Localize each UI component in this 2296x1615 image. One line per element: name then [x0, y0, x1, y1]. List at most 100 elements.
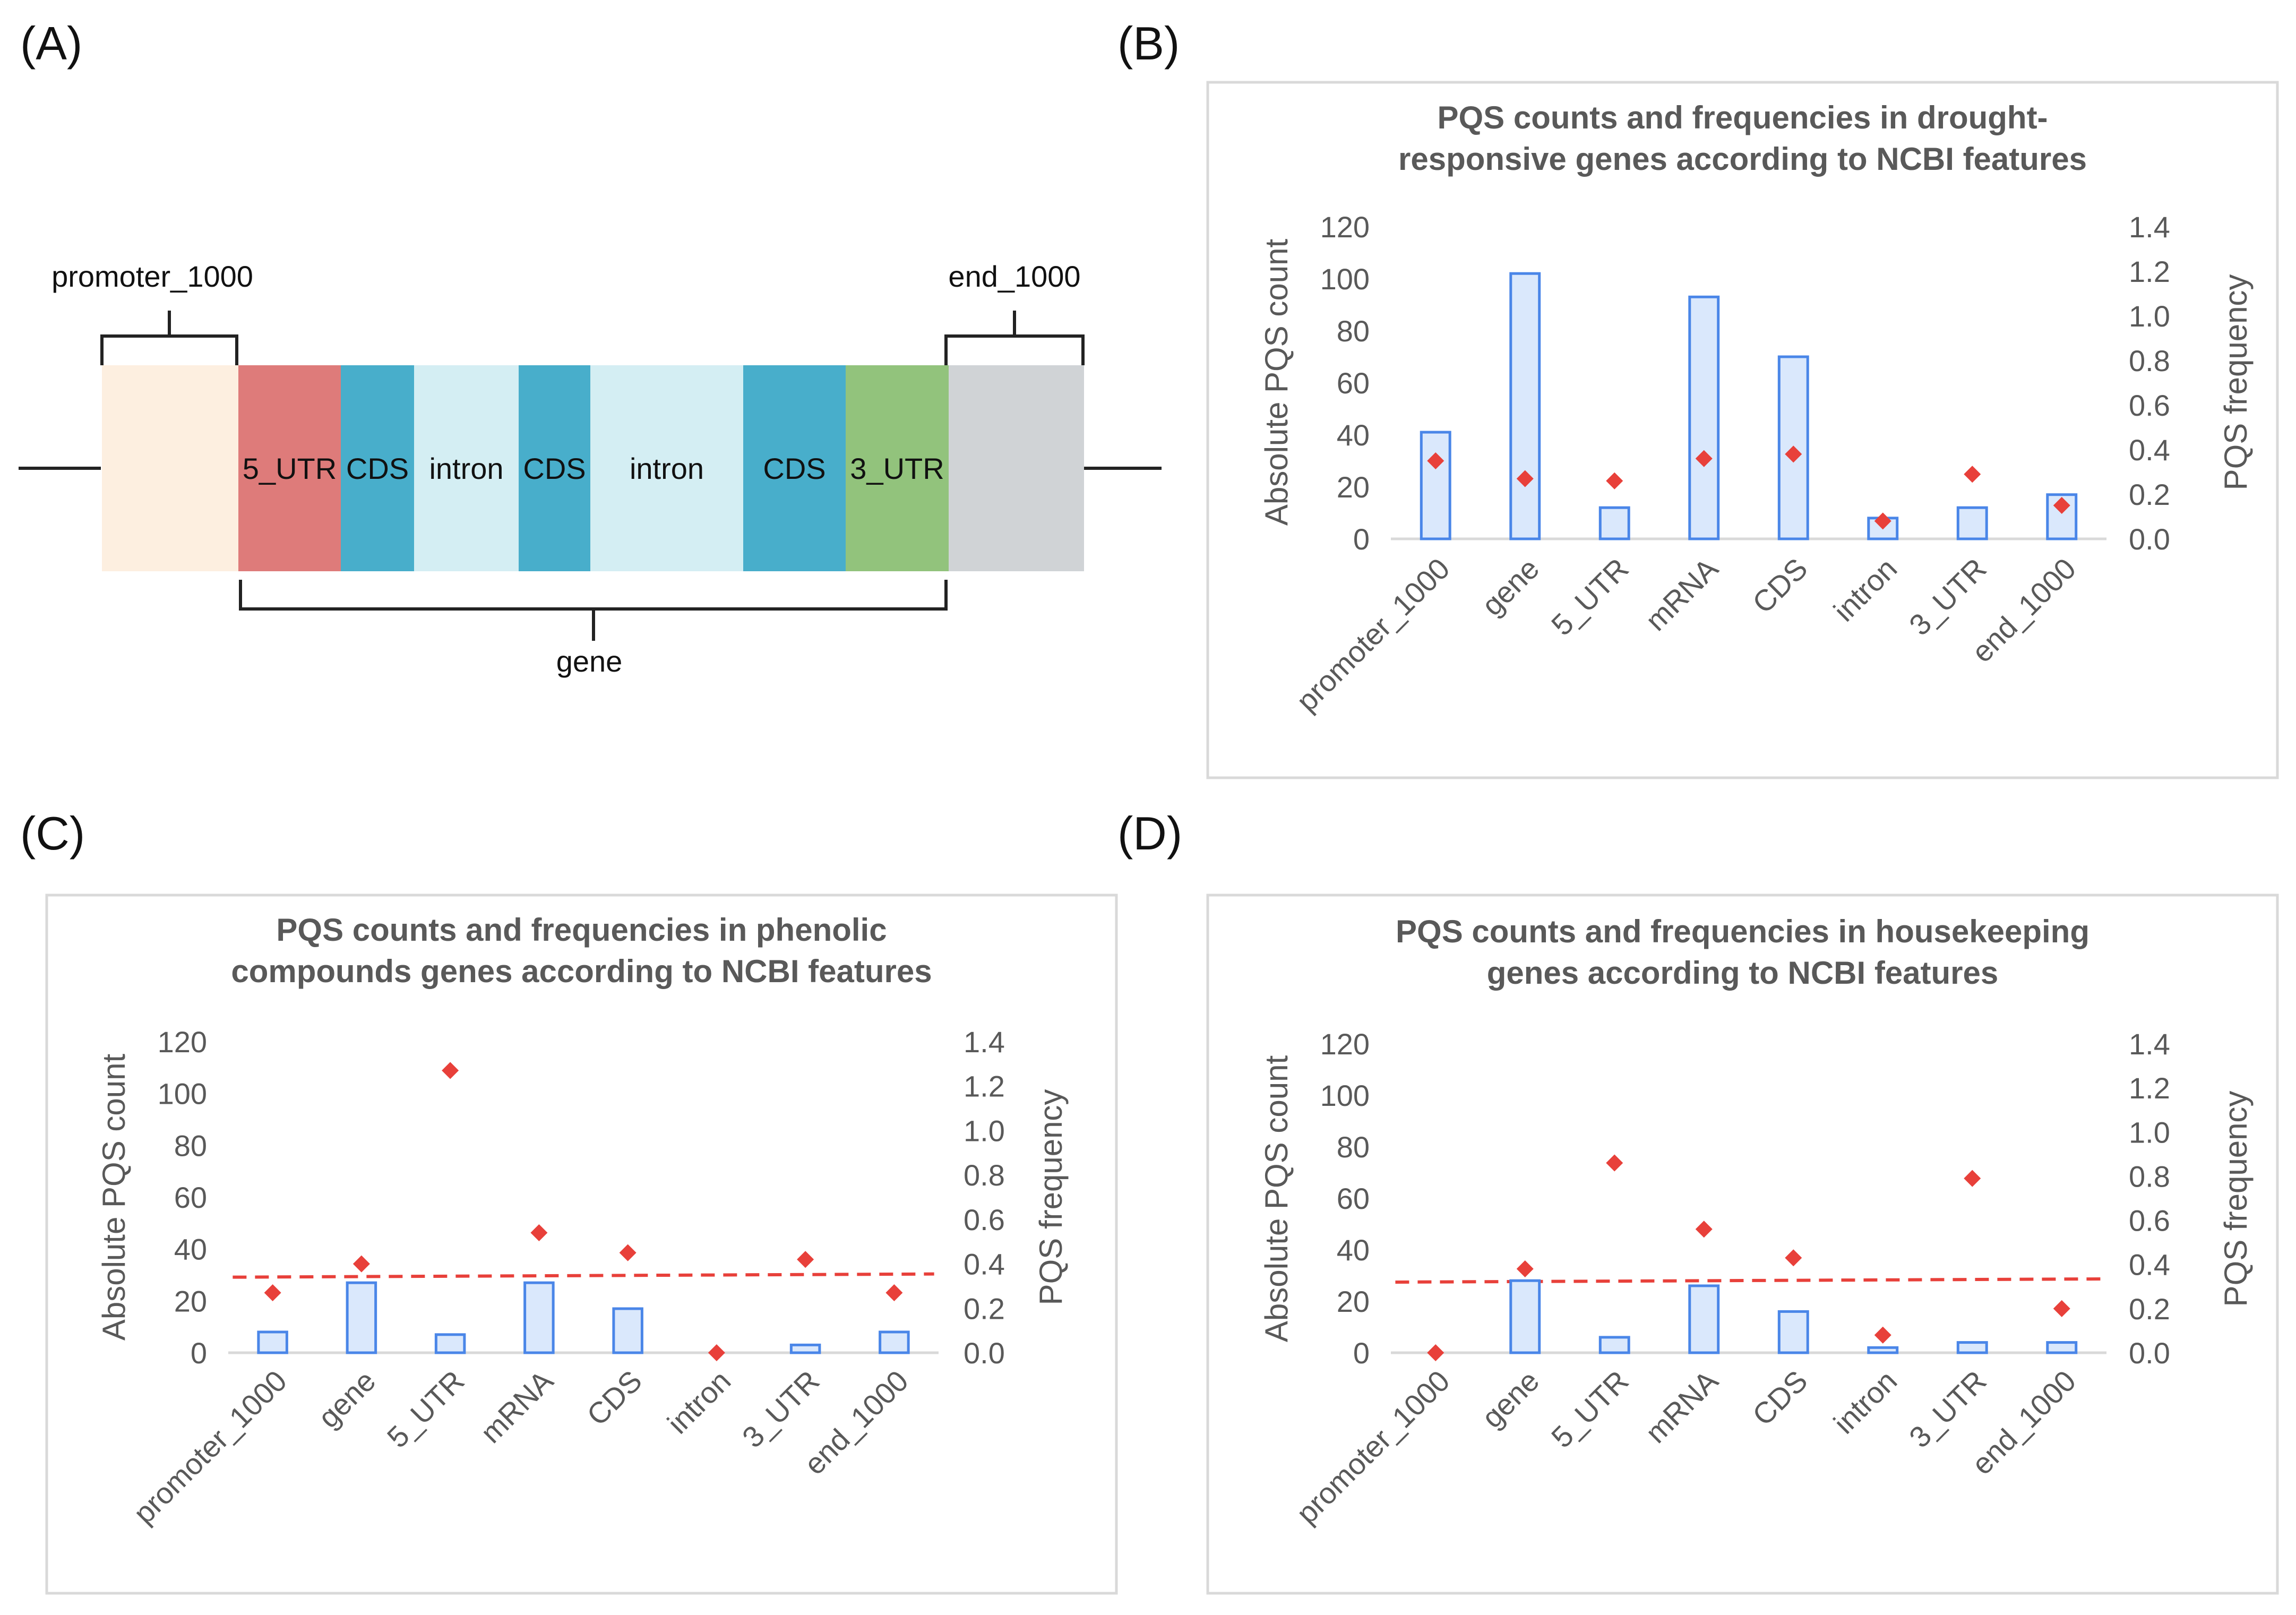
segment-3 — [414, 365, 519, 571]
y-tick-label: 80 — [1337, 1130, 1370, 1164]
y-axis-title: Absolute PQS count — [1259, 239, 1294, 526]
y-tick-label: 40 — [1337, 418, 1370, 452]
marker-gene — [1516, 1260, 1534, 1278]
y2-tick-label: 0.2 — [2129, 1292, 2170, 1326]
y-tick-label: 120 — [158, 1025, 207, 1059]
y2-tick-label: 0.0 — [2129, 1336, 2170, 1370]
y-tick-label: 100 — [158, 1077, 207, 1111]
marker-3_UTR — [1964, 1170, 1981, 1187]
y2-tick-label: 1.4 — [2129, 210, 2170, 244]
y2-axis-title: PQS frequency — [1033, 1089, 1069, 1305]
y2-tick-label: 0.6 — [2129, 1204, 2170, 1238]
y2-tick-label: 0.2 — [2129, 478, 2170, 511]
chart-title-line-0: PQS counts and frequencies in drought- — [1437, 100, 2048, 135]
y-tick-label: 80 — [174, 1129, 207, 1162]
y2-tick-label: 0.8 — [2129, 1159, 2170, 1193]
gene-label: gene — [556, 645, 623, 678]
segment-2 — [341, 365, 414, 571]
marker-3_UTR — [1964, 466, 1981, 483]
diagram-segments: 5_UTR CDS intron CDS intron CDS 3_UTR — [102, 365, 1084, 571]
y2-tick-label: 0.6 — [964, 1203, 1005, 1236]
y2-tick-label: 1.2 — [964, 1070, 1005, 1103]
bar-CDS — [1777, 1310, 1809, 1354]
y-tick-label: 20 — [1337, 1285, 1370, 1318]
segment-0 — [102, 365, 238, 571]
marker-intron — [708, 1344, 725, 1361]
segment-label-4: CDS — [523, 452, 586, 485]
marker-5_UTR — [1606, 472, 1623, 489]
y-tick-label: 0 — [1353, 522, 1370, 556]
y2-tick-label: 0.6 — [2129, 389, 2170, 422]
y2-tick-label: 1.4 — [964, 1025, 1005, 1059]
bar-gene — [1509, 272, 1541, 540]
segment-1 — [238, 365, 341, 571]
y2-tick-label: 1.0 — [964, 1114, 1005, 1147]
marker-5_UTR — [442, 1062, 459, 1079]
bar-end_1000 — [879, 1330, 910, 1354]
y2-tick-label: 0.8 — [964, 1158, 1005, 1192]
bar-end_1000 — [2046, 1341, 2078, 1354]
bar-CDS — [612, 1307, 643, 1354]
marker-CDS — [1785, 445, 1802, 463]
marker-mRNA — [1695, 450, 1713, 467]
segment-6 — [743, 365, 846, 571]
bar-5_UTR — [1598, 506, 1630, 540]
segment-4 — [519, 365, 590, 571]
y2-tick-label: 1.4 — [2129, 1027, 2170, 1061]
chart-frame — [1206, 81, 2279, 779]
chart-title-line-0: PQS counts and frequencies in housekeepi… — [1396, 914, 2089, 949]
segment-label-5: intron — [630, 452, 704, 485]
y2-tick-label: 0.2 — [964, 1292, 1005, 1325]
bar-mRNA — [1688, 295, 1720, 540]
marker-CDS — [619, 1244, 637, 1261]
y-tick-label: 40 — [1337, 1233, 1370, 1267]
bar-3_UTR — [1956, 1341, 1988, 1354]
chart-panel-c: PQS counts and frequencies in phenolic co… — [45, 894, 1118, 1595]
marker-5_UTR — [1606, 1154, 1623, 1172]
panel-label-b: (B) — [1117, 17, 1180, 70]
y2-tick-label: 1.0 — [2129, 299, 2170, 333]
chart-panel-d: PQS counts and frequencies in housekeepi… — [1206, 894, 2279, 1595]
segment-label-3: intron — [429, 452, 503, 485]
marker-mRNA — [530, 1224, 548, 1241]
y2-axis-title: PQS frequency — [2218, 274, 2254, 491]
bar-gene — [1509, 1279, 1541, 1354]
y-tick-label: 100 — [1320, 1079, 1370, 1112]
y-tick-label: 60 — [1337, 1182, 1370, 1215]
y-tick-label: 80 — [1337, 314, 1370, 348]
panel-label-a: (A) — [20, 17, 82, 70]
y2-tick-label: 0.0 — [964, 1336, 1005, 1370]
promoter-label: promoter_1000 — [51, 260, 253, 293]
y2-tick-label: 0.4 — [964, 1248, 1005, 1281]
marker-CDS — [1785, 1249, 1802, 1267]
marker-end_1000 — [885, 1284, 903, 1301]
end-label: end_1000 — [948, 260, 1080, 293]
y2-tick-label: 1.2 — [2129, 1071, 2170, 1105]
y-tick-label: 40 — [174, 1233, 207, 1266]
y-tick-label: 0 — [1353, 1336, 1370, 1370]
segment-label-7: 3_UTR — [850, 452, 944, 485]
y2-tick-label: 0.8 — [2129, 344, 2170, 377]
segment-label-6: CDS — [763, 452, 825, 485]
marker-promoter_1000 — [1427, 1344, 1444, 1361]
y2-tick-label: 0.4 — [2129, 433, 2170, 467]
bar-intron — [1867, 1346, 1899, 1354]
y2-tick-label: 1.0 — [2129, 1115, 2170, 1149]
chart-panel-b: PQS counts and frequencies in drought-re… — [1206, 81, 2279, 779]
bar-5_UTR — [434, 1333, 466, 1354]
bar-mRNA — [1688, 1284, 1720, 1354]
y-tick-label: 60 — [174, 1181, 207, 1214]
y-tick-label: 0 — [191, 1336, 207, 1370]
y-axis-title: Absolute PQS count — [96, 1054, 132, 1341]
bar-mRNA — [523, 1281, 555, 1354]
threshold-line — [233, 1272, 934, 1279]
marker-intron — [1874, 1326, 1891, 1344]
y-tick-label: 120 — [1320, 210, 1370, 244]
marker-promoter_1000 — [264, 1284, 281, 1301]
marker-gene — [352, 1255, 370, 1273]
y-tick-label: 120 — [1320, 1027, 1370, 1061]
marker-intron — [1874, 512, 1891, 530]
marker-mRNA — [1695, 1221, 1713, 1238]
y2-axis-title: PQS frequency — [2218, 1091, 2254, 1307]
